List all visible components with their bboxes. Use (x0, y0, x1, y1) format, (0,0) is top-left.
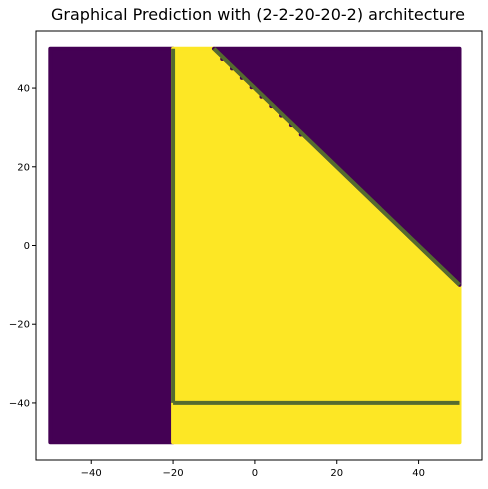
plot-area (35, 30, 483, 461)
x-tick-label: −40 (81, 468, 102, 479)
y-tick-label: 40 (17, 84, 30, 95)
y-tick-label: 0 (24, 241, 30, 252)
class-region-0-class-0 (48, 46, 176, 445)
y-tick-label: −40 (9, 398, 30, 409)
y-tick-label: 20 (17, 162, 30, 173)
boundary-diagonal (212, 47, 461, 287)
y-axis-ticks: −40 −20 0 20 40 (9, 84, 36, 409)
x-tick-label: 20 (330, 468, 343, 479)
x-tick-label: 0 (252, 468, 258, 479)
y-tick-label: −20 (9, 320, 30, 331)
chart-title: Graphical Prediction with (2-2-20-20-2) … (51, 5, 465, 24)
x-tick-label: −20 (163, 468, 184, 479)
x-tick-label: 40 (412, 468, 425, 479)
x-axis-ticks: −40 −20 0 20 40 (81, 460, 425, 479)
